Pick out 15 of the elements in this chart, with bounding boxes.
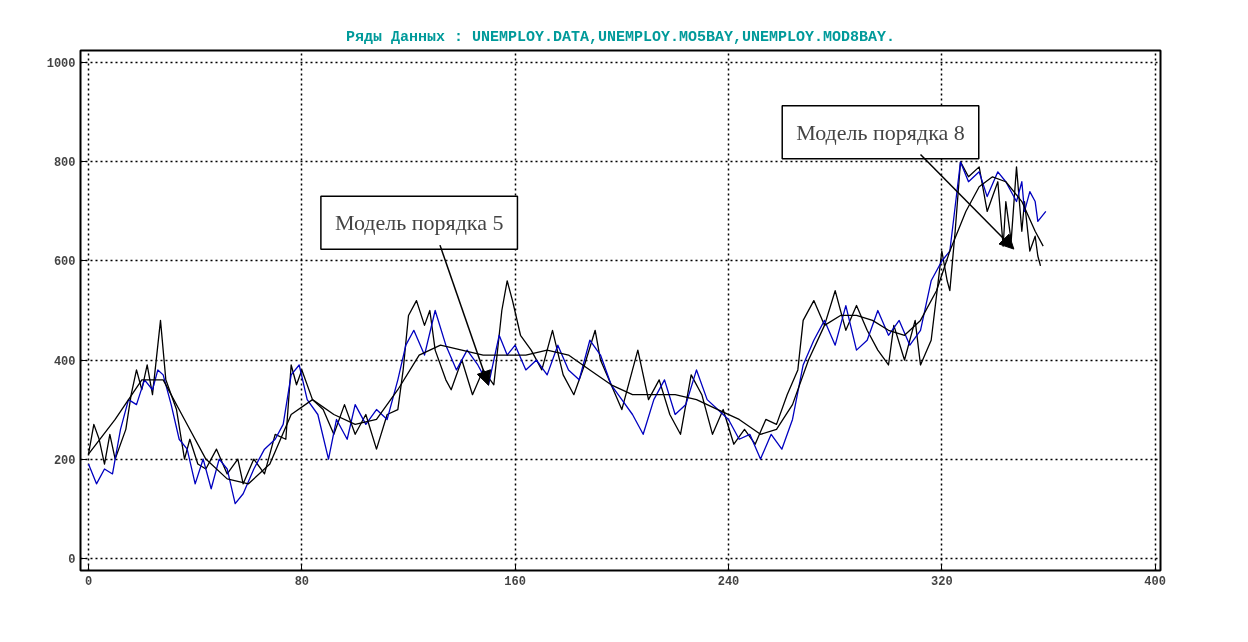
x-tick-label: 240	[717, 574, 740, 589]
x-tick-label: 160	[504, 574, 526, 589]
y-tick-label: 800	[53, 156, 76, 171]
annotation: Модель порядка 5	[334, 210, 504, 236]
x-tick-label: 400	[1144, 574, 1166, 589]
chart-title: Ряды Данных : UNEMPLOY.DATA,UNEMPLOY.MO5BAY,UNEMPLOY.MOD8BAY.	[345, 28, 896, 46]
x-tick-label: 0	[84, 574, 93, 589]
y-tick-label: 1000	[46, 57, 76, 72]
annotation: Модель порядка 8	[796, 119, 965, 145]
y-tick-label: 400	[53, 354, 76, 369]
y-tick-label: 200	[53, 453, 76, 468]
x-tick-label: 320	[931, 574, 953, 589]
y-tick-label: 0	[68, 552, 76, 567]
x-tick-label: 80	[294, 574, 310, 589]
y-tick-label: 600	[53, 255, 76, 270]
